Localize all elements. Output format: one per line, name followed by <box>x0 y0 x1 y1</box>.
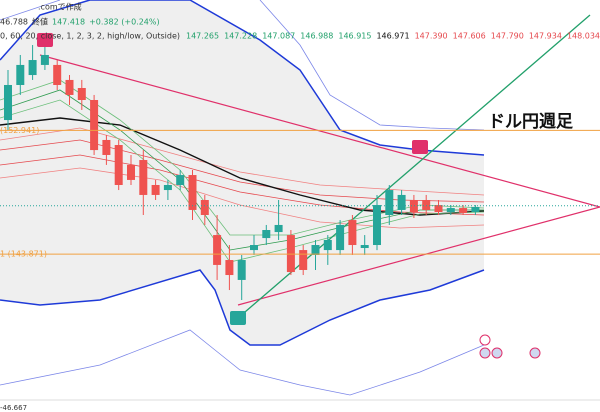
marker-pink <box>412 140 428 154</box>
indicator-value: 147.606 <box>453 32 486 41</box>
candle-body <box>102 139 111 155</box>
candle-body <box>409 199 418 213</box>
candles <box>4 45 480 300</box>
candle-body <box>311 245 320 255</box>
candle-body <box>274 224 283 233</box>
indicator-value: 147.390 <box>415 32 448 41</box>
indicator-value: 146.971 <box>376 32 409 41</box>
band-lower <box>0 269 485 346</box>
trend-line-lower <box>237 206 600 306</box>
watermark: .comで作成 <box>38 2 82 12</box>
band-upper <box>0 0 485 156</box>
candle-body <box>323 239 332 251</box>
candle-body <box>336 224 345 251</box>
indicator-value: 147.790 <box>491 32 524 41</box>
candle-body <box>151 184 160 195</box>
candle-body <box>348 220 357 246</box>
candle-body <box>53 64 62 85</box>
candle-body <box>114 145 123 185</box>
level-label: 1 (143.871) <box>0 250 47 259</box>
candle-body <box>471 206 480 213</box>
trend-line-green <box>237 14 591 319</box>
candle-body <box>77 87 86 100</box>
candle-body <box>163 184 172 191</box>
candle-body <box>213 235 222 265</box>
candle-body <box>446 208 455 213</box>
candle-body <box>225 260 234 276</box>
outer-band-lower <box>0 329 485 396</box>
candle-body <box>286 235 295 273</box>
indicator-value: 148.034 <box>567 32 600 41</box>
chart-title: ドル円週足 <box>488 112 573 132</box>
marker-pink <box>37 33 53 47</box>
candle-body <box>397 194 406 210</box>
candle-body <box>188 175 197 210</box>
candle-body <box>40 54 49 65</box>
candle-body <box>16 64 25 85</box>
candle-body <box>28 60 37 76</box>
candle-body <box>237 260 246 280</box>
candle-body <box>459 208 468 213</box>
candle-body <box>139 160 148 195</box>
candle-body <box>4 84 12 121</box>
event-icon <box>529 347 541 359</box>
oscillator-label: -46.667 <box>0 404 27 412</box>
ma-red <box>0 167 485 229</box>
candle-body <box>90 99 99 151</box>
ohlc-close-label: 終値 <box>32 17 48 27</box>
ohlc-close: 147.418 <box>52 18 85 27</box>
indicator-value: 147.265 <box>186 32 219 41</box>
outer-band-upper <box>0 0 485 131</box>
candle-body <box>176 175 185 185</box>
candle-body <box>127 164 135 180</box>
event-icon <box>479 347 491 359</box>
candle-body <box>422 199 431 210</box>
candle-body <box>200 199 209 216</box>
ma-red <box>0 154 485 216</box>
indicator-value: 146.988 <box>300 32 333 41</box>
header: 46.788 終値 147.418 +0.382 (+0.24%) 147.265 147… <box>0 17 600 41</box>
candle-body <box>385 190 394 216</box>
ohlc-prefix: 46.788 <box>0 18 28 27</box>
candle-body <box>250 245 258 251</box>
ma-red <box>0 127 485 196</box>
candle-body <box>65 79 74 95</box>
indicator-value: 147.228 <box>224 32 257 41</box>
candle-body <box>299 250 308 270</box>
marker-green <box>230 311 246 325</box>
candle-body <box>434 205 443 213</box>
candle-body <box>262 230 271 239</box>
event-icon <box>479 334 491 346</box>
level-label: (152.941) <box>0 126 39 135</box>
ma-black <box>0 117 485 216</box>
event-icon <box>491 347 503 359</box>
indicator-value: 146.915 <box>338 32 371 41</box>
ma-green <box>0 89 484 251</box>
indicator-params: 0, 60, 20, close, 1, 2, 3, 2, high/low, … <box>0 32 180 41</box>
candle-body <box>373 205 381 246</box>
ohlc-change: +0.382 (+0.24%) <box>89 18 160 27</box>
candle-body <box>360 245 369 249</box>
trend-line-upper <box>39 54 600 208</box>
indicator-value: 147.087 <box>262 32 295 41</box>
indicator-value: 147.934 <box>529 32 562 41</box>
